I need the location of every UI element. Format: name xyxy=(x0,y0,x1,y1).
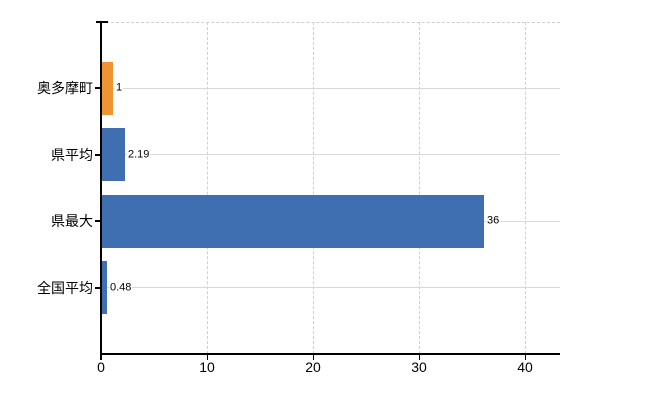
x-axis-tick-label: 20 xyxy=(305,359,321,375)
category-label: 奥多摩町 xyxy=(37,80,93,97)
x-axis-line xyxy=(100,353,560,355)
bar-value-label: 36 xyxy=(486,214,501,228)
bar xyxy=(102,194,484,248)
vertical-gridline xyxy=(313,22,314,354)
bar xyxy=(102,128,125,182)
bar-value-label: 1 xyxy=(115,81,124,95)
category-label: 全国平均 xyxy=(37,279,93,296)
x-axis-tick-label: 40 xyxy=(517,359,533,375)
x-axis-tick-label: 30 xyxy=(411,359,427,375)
y-axis-top-cap xyxy=(96,21,108,23)
y-axis-line xyxy=(100,22,102,360)
x-axis-tick-label: 10 xyxy=(199,359,215,375)
x-axis-tick xyxy=(313,354,314,360)
horizontal-gridline xyxy=(101,287,560,289)
x-axis-tick xyxy=(419,354,420,360)
x-axis-tick xyxy=(207,354,208,360)
bar-value-label: 0.48 xyxy=(109,281,133,295)
x-axis-tick xyxy=(525,354,526,360)
bar-value-label: 2.19 xyxy=(127,148,151,162)
category-label: 県平均 xyxy=(51,146,93,163)
x-axis-tick-label: 0 xyxy=(97,359,105,375)
category-label: 県最大 xyxy=(51,213,93,230)
horizontal-gridline xyxy=(101,154,560,156)
category-tick xyxy=(95,286,101,289)
vertical-gridline xyxy=(419,22,420,354)
horizontal-gridline xyxy=(101,87,560,89)
category-tick xyxy=(95,153,101,156)
vertical-gridline xyxy=(525,22,526,354)
bar xyxy=(102,61,113,115)
category-tick xyxy=(95,220,101,223)
plot-top-border xyxy=(101,22,560,23)
category-tick xyxy=(95,87,101,90)
bar xyxy=(102,261,107,315)
vertical-gridline xyxy=(207,22,208,354)
